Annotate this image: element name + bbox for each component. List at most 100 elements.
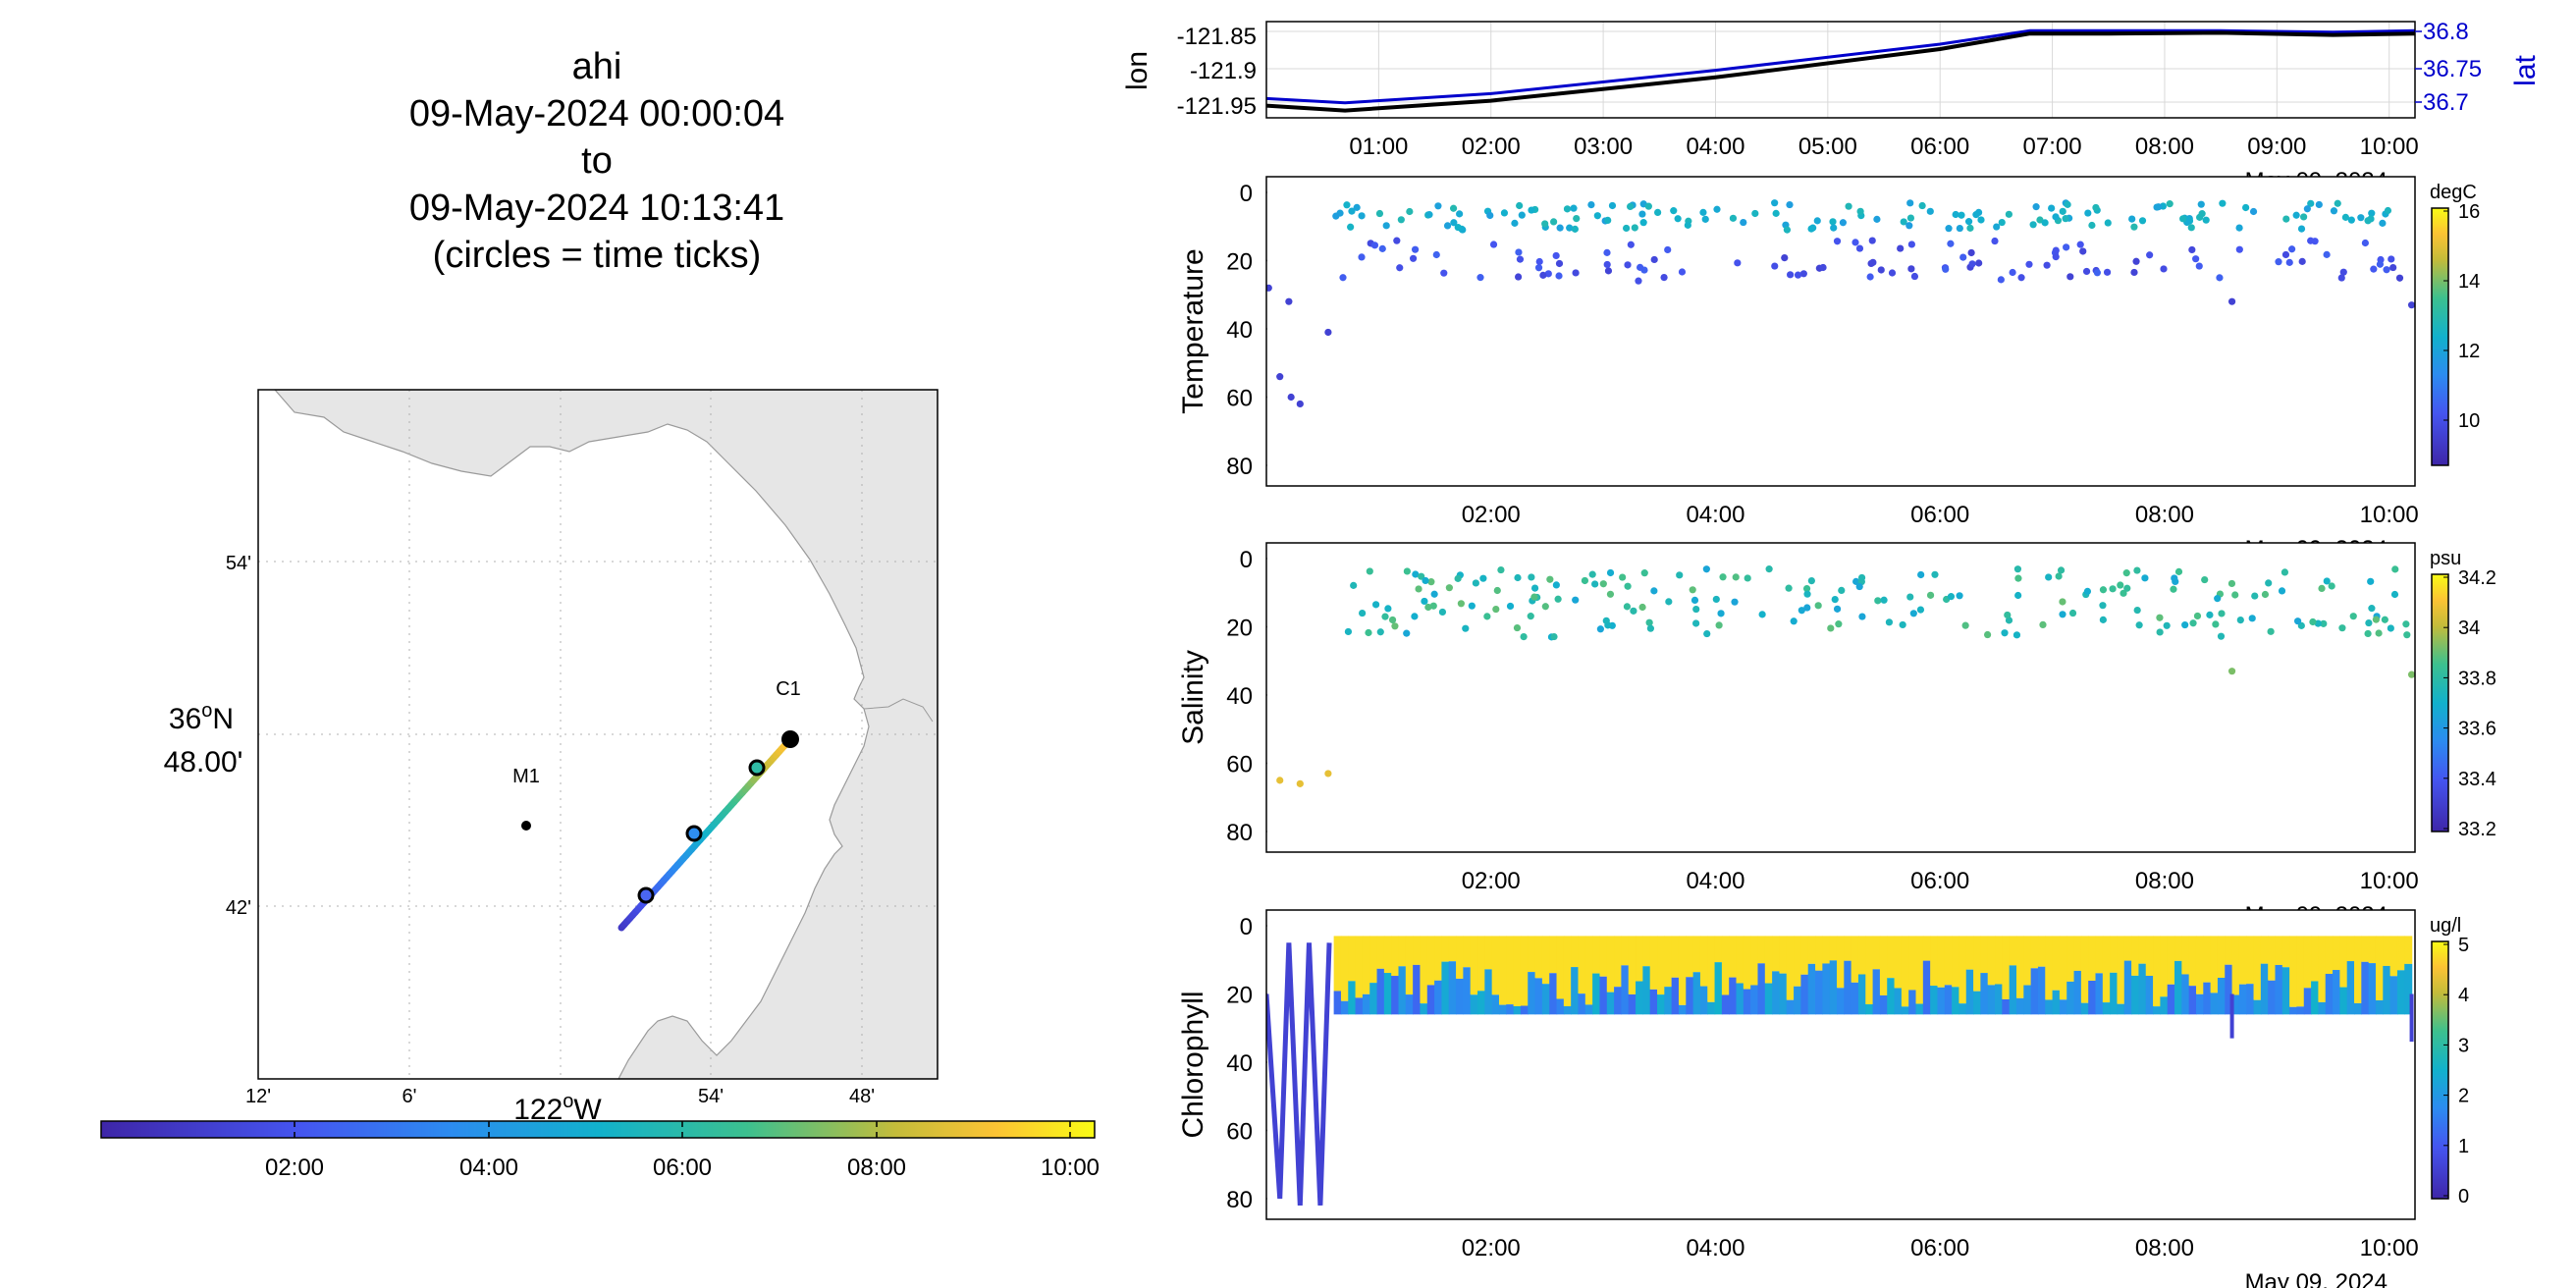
chlorophyll-band xyxy=(2066,936,2075,982)
temperature-point xyxy=(1713,205,1721,213)
chlorophyll-band xyxy=(1807,963,1816,1015)
y-axis-label: Temperature xyxy=(1177,248,1209,413)
chlorophyll-band xyxy=(1636,981,1644,1015)
x-tick-label: 08:00 xyxy=(2135,502,2194,528)
salinity-point xyxy=(2236,616,2244,624)
chlorophyll-band xyxy=(2238,984,2247,1015)
chlorophyll-band xyxy=(1937,987,1946,1015)
temperature-point xyxy=(1910,272,1919,281)
date-label: May 09, 2024 xyxy=(2245,1269,2388,1288)
temperature-point xyxy=(1624,261,1632,269)
chlorophyll-band xyxy=(1944,936,1953,986)
chlorophyll-band xyxy=(1729,936,1738,978)
salinity-point xyxy=(1802,584,1811,593)
x-tick-label: 02:00 xyxy=(1462,1235,1521,1261)
salinity-point xyxy=(2123,584,2131,592)
salinity-point xyxy=(2068,609,2077,617)
chlorophyll-band xyxy=(1764,983,1773,1015)
lat-series-line xyxy=(1266,28,2415,105)
salinity-point xyxy=(2320,619,2328,627)
temperature-point xyxy=(1443,222,1452,230)
chlorophyll-band xyxy=(1657,936,1666,995)
time-colorbar-gradient xyxy=(100,1120,1096,1139)
chlorophyll-band xyxy=(1413,936,1422,965)
salinity-point xyxy=(1359,609,1367,617)
temperature-point xyxy=(1434,202,1442,210)
chlorophyll-band xyxy=(1807,936,1816,964)
temperature-point xyxy=(1511,219,1519,227)
temperature-point xyxy=(2076,241,2084,248)
salinity-point xyxy=(1591,580,1599,588)
salinity-point xyxy=(1462,624,1470,632)
title-line-4: 09-May-2024 10:13:41 xyxy=(409,188,784,229)
temperature-point xyxy=(1396,264,1404,272)
temperature-point xyxy=(1587,200,1595,209)
salinity-point xyxy=(2309,617,2317,626)
temperature-point xyxy=(2347,216,2355,224)
salinity-point xyxy=(1412,570,1420,578)
chlorophyll-band xyxy=(1448,936,1457,962)
salinity-point xyxy=(1676,571,1684,579)
chlorophyll-band xyxy=(2231,994,2240,1015)
salinity-point xyxy=(1421,597,1428,606)
salinity-point xyxy=(2248,615,2256,622)
colorbar-tick-label: 16 xyxy=(2458,201,2480,223)
temperature-point xyxy=(1570,204,1578,212)
chlorophyll-band xyxy=(1664,987,1673,1015)
colorbar-tick-label: 33.6 xyxy=(2458,719,2496,740)
salinity-point xyxy=(2193,612,2202,620)
colorbar-unit: ug/l xyxy=(2430,915,2461,937)
salinity-point xyxy=(2323,577,2331,585)
temperature-point xyxy=(1627,202,1635,210)
temperature-point xyxy=(1845,202,1852,210)
salinity-point xyxy=(2261,590,2270,599)
chlorophyll-band xyxy=(2181,936,2190,975)
temperature-point xyxy=(2300,213,2308,221)
chlorophyll-band xyxy=(2160,996,2169,1015)
chlorophyll-band xyxy=(2246,984,2255,1015)
chlorophyll-band xyxy=(1678,1004,1687,1015)
salinity-point xyxy=(2083,587,2092,595)
x-tick-label: 02:00 xyxy=(1462,502,1521,528)
chlorophyll-band xyxy=(1851,936,1859,983)
salinity-point xyxy=(1350,581,1358,589)
salinity-point xyxy=(1947,593,1956,601)
temperature-point xyxy=(1799,270,1807,278)
x-tick-label: 05:00 xyxy=(1798,134,1857,160)
salinity-point xyxy=(2214,595,2222,603)
chlorophyll-band xyxy=(1721,994,1730,1015)
chlorophyll-band xyxy=(2346,936,2355,962)
salinity-point xyxy=(1785,584,1793,592)
salinity-point xyxy=(1454,574,1462,582)
salinity-point xyxy=(1588,570,1596,578)
temperature-point xyxy=(2311,238,2319,245)
salinity-point xyxy=(1744,574,1751,582)
salinity-point xyxy=(1838,586,1846,594)
salinity-point xyxy=(1858,613,1866,620)
chlorophyll-band xyxy=(1383,973,1392,1015)
temperature-point xyxy=(1276,373,1284,381)
time-tick-circle xyxy=(637,886,655,904)
x-tick-label: 08:00 xyxy=(2135,1235,2194,1261)
salinity-point xyxy=(1599,580,1607,588)
salinity-point xyxy=(1831,596,1839,604)
salinity-point xyxy=(1427,578,1435,586)
salinity-point xyxy=(2141,574,2149,582)
y-tick-label: 80 xyxy=(1226,454,1253,480)
temperature-point xyxy=(2292,211,2300,219)
salinity-point xyxy=(1554,595,1562,603)
temperature-point xyxy=(2166,200,2174,208)
temperature-point xyxy=(1701,215,1709,223)
x-tick-label: 10:00 xyxy=(2360,868,2419,894)
chlorophyll-band xyxy=(2383,936,2391,966)
x-tick-label: 01:00 xyxy=(1349,134,1408,160)
salinity-point xyxy=(2014,591,2022,600)
chlorophyll-band xyxy=(2296,1006,2305,1015)
temperature-point xyxy=(1608,201,1617,210)
salinity-point xyxy=(1552,581,1560,589)
chlorophyll-band xyxy=(1355,997,1364,1015)
chlorophyll-band xyxy=(2318,1001,2327,1015)
lat-center-label: 36oN 48.00' xyxy=(164,700,243,778)
title-line-3: to xyxy=(581,140,613,182)
lon-axis-label: lon xyxy=(1121,51,1154,90)
